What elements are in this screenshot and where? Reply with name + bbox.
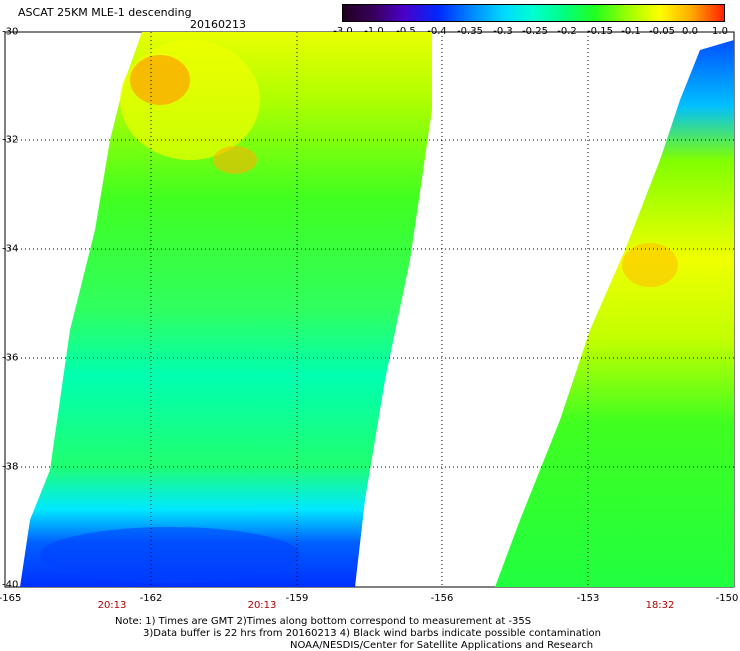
footnote-line-2: 3)Data buffer is 22 hrs from 20160213 4)… <box>143 628 601 639</box>
lon-label: -156 <box>430 593 454 604</box>
footnote: Note: 1) Times are GMT 2)Times along bot… <box>115 616 601 640</box>
footnote-line-1: Note: 1) Times are GMT 2)Times along bot… <box>115 616 532 627</box>
swath-map <box>4 31 735 588</box>
lon-label: -150 <box>715 593 739 604</box>
map-title: ASCAT 25KM MLE-1 descending <box>18 6 192 19</box>
lat-label: -32 <box>2 134 19 146</box>
lat-label: -40 <box>2 579 19 591</box>
colorbar <box>342 4 725 22</box>
map-date: 20160213 <box>190 18 246 31</box>
lon-label: -165 <box>0 593 22 604</box>
time-label: 20:13 <box>97 600 127 611</box>
lon-label: -162 <box>139 593 163 604</box>
lat-label: -34 <box>2 243 19 255</box>
lon-label: -159 <box>285 593 309 604</box>
lat-label: -36 <box>2 352 19 364</box>
time-label: 18:32 <box>645 600 675 611</box>
time-label: 20:13 <box>247 600 277 611</box>
credit-line: NOAA/NESDIS/Center for Satellite Applica… <box>290 640 594 651</box>
lon-label: -153 <box>576 593 600 604</box>
lat-label: -30 <box>2 26 19 38</box>
lat-label: -38 <box>2 461 19 473</box>
